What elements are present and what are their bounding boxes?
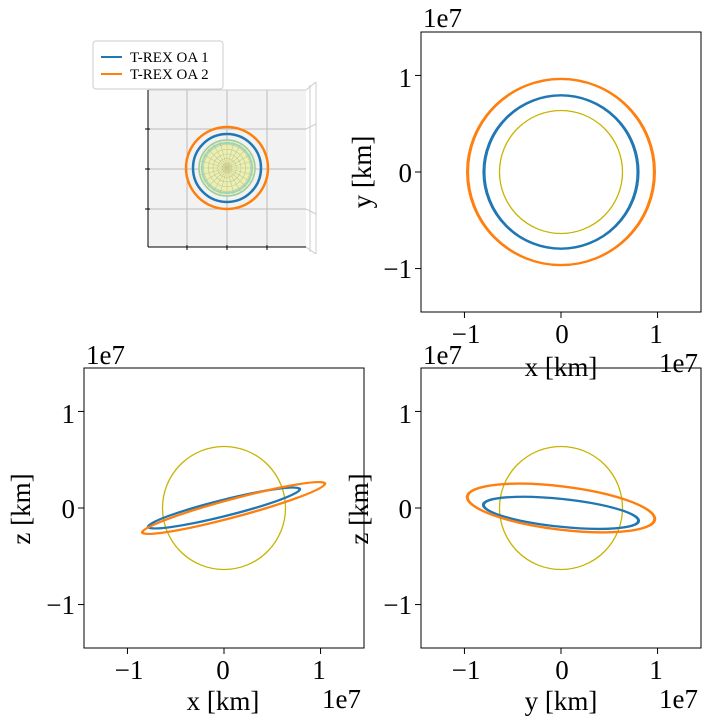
- axes-frame-yz: [420, 367, 702, 649]
- offset-label-y-yz: 1e7: [423, 340, 462, 370]
- legend-box: [92, 40, 224, 90]
- x-tick-label-yz-neg1: −1: [452, 655, 481, 685]
- orbit-oa1-xy: [483, 94, 639, 250]
- y-tick-label-xz-neg1: −1: [46, 590, 75, 620]
- orbit-oa1-xy-trace2: [482, 94, 640, 250]
- 3d-side-pane: [148, 81, 317, 255]
- y-axis-label-xy: y [km]: [347, 136, 377, 209]
- panel-xz: 1e7 1e7 −1 0 1 1 0 −1 x [km] z [km]: [6, 340, 365, 716]
- y-tick-label-yz-neg1: −1: [383, 590, 412, 620]
- legend: T-REX OA 1 T-REX OA 2: [92, 40, 224, 90]
- 3d-planet-meridian-11: [199, 160, 255, 176]
- x-tick-label-xz-1: 1: [312, 655, 326, 685]
- y-axis-label-xz: z [km]: [6, 473, 36, 544]
- orbit-oa2-xz-trace2: [140, 480, 327, 536]
- plot-area-xz: [78, 410, 327, 654]
- y-tick-label-xz-1: 1: [62, 399, 76, 429]
- offset-label-x-xz: 1e7: [322, 684, 361, 714]
- 3d-planet-sphere: [198, 139, 256, 197]
- offset-label-x-yz: 1e7: [659, 684, 698, 714]
- axes-frame-xy: [420, 31, 702, 313]
- y-tick-label-yz-0: 0: [399, 494, 413, 524]
- x-axis-label-yz: y [km]: [525, 686, 598, 716]
- panel-xy: 1e7 1e7 −1 0 1 1 0 −1 x [km] y [km]: [347, 3, 702, 382]
- y-tick-label-xz-0: 0: [62, 494, 76, 524]
- orbit-oa2-xy: [467, 78, 655, 266]
- y-tick-label-yz-1: 1: [399, 399, 413, 429]
- plot-area-yz: [415, 410, 659, 654]
- y-tick-label-xy-neg1: −1: [383, 254, 412, 284]
- x-axis-label-xy: x [km]: [525, 352, 598, 382]
- planet-outline-yz: [498, 445, 624, 571]
- x-tick-label-xy-neg1: −1: [452, 319, 481, 349]
- 3d-planet-rim: [201, 142, 253, 194]
- x-axis-label-xz: x [km]: [187, 686, 260, 716]
- x-tick-label-xz-neg1: −1: [115, 655, 144, 685]
- 3d-axis-lines: [145, 90, 306, 250]
- x-tick-label-yz-0: 0: [555, 655, 569, 685]
- y-axis-label-yz: z [km]: [344, 473, 374, 544]
- orbit-oa1-xz: [148, 487, 300, 529]
- y-tick-label-xy-0: 0: [399, 158, 413, 188]
- 3d-orbit-oa1: [191, 132, 263, 204]
- orbit-oa1-yz-trace2: [481, 495, 641, 531]
- orbit-oa2-yz-trace2: [465, 482, 657, 534]
- x-tick-label-xy-1: 1: [649, 319, 663, 349]
- y-tick-label-xy-1: 1: [399, 63, 413, 93]
- x-tick-label-yz-1: 1: [649, 655, 663, 685]
- planet-outline-xz: [161, 445, 287, 571]
- orbit-oa2-xy-trace2: [466, 77, 656, 267]
- 3d-orbit-oa2: [184, 125, 270, 211]
- legend-label-oa2: T-REX OA 2: [130, 67, 209, 83]
- planet-outline-xy: [498, 109, 624, 235]
- plot-area-xy: [415, 74, 659, 318]
- offset-label-x-xy: 1e7: [659, 348, 698, 378]
- legend-label-oa1: T-REX OA 1: [130, 50, 209, 66]
- panel-3d: [145, 81, 317, 255]
- offset-label-y-xy: 1e7: [423, 3, 462, 33]
- offset-label-y-xz: 1e7: [86, 340, 125, 370]
- x-tick-label-xz-0: 0: [216, 655, 230, 685]
- panel-yz: 1e7 1e7 −1 0 1 1 0 −1 y [km] z [km]: [344, 340, 702, 716]
- axes-frame-xz: [83, 367, 365, 649]
- orbit-oa2-xz: [142, 481, 325, 535]
- x-tick-label-xy-0: 0: [555, 319, 569, 349]
